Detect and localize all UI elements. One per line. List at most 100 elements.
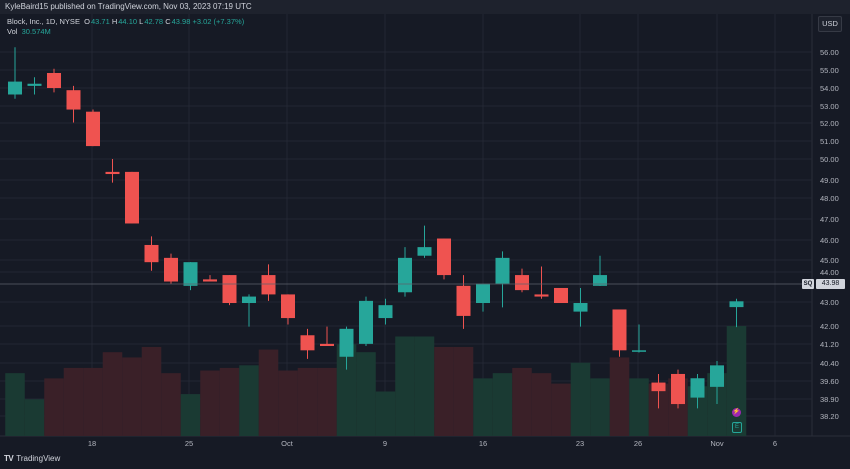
candle-body bbox=[651, 382, 666, 392]
candle-body bbox=[690, 378, 705, 398]
candle-body bbox=[495, 257, 510, 284]
price-tick-label: 46.00 bbox=[820, 236, 839, 245]
volume-bar bbox=[590, 378, 610, 436]
price-tick-label: 44.00 bbox=[820, 268, 839, 277]
volume-bar bbox=[570, 362, 591, 436]
volume-bar bbox=[180, 394, 201, 436]
lightning-icon[interactable]: ⚡ bbox=[732, 408, 741, 417]
volume-bar bbox=[141, 346, 162, 436]
price-tick-label: 41.20 bbox=[820, 340, 839, 349]
volume-bar bbox=[336, 344, 357, 436]
candle-body bbox=[456, 285, 471, 316]
price-tick-label: 39.60 bbox=[820, 377, 839, 386]
time-tick-label: 9 bbox=[383, 439, 387, 448]
candle-body bbox=[515, 275, 529, 291]
legend-symbol[interactable]: Block, Inc., 1D, NYSE bbox=[7, 17, 80, 26]
volume-bar bbox=[414, 336, 435, 436]
price-tick-label: 54.00 bbox=[820, 84, 839, 93]
symbol-badge: SQ bbox=[802, 279, 814, 289]
volume-bar bbox=[317, 367, 337, 436]
currency-button[interactable]: USD bbox=[818, 16, 842, 32]
legend-vol-value: 30.574M bbox=[21, 27, 51, 36]
volume-bar bbox=[453, 346, 474, 436]
time-tick-label: 25 bbox=[185, 439, 193, 448]
volume-bar bbox=[492, 373, 513, 436]
price-tick-label: 53.00 bbox=[820, 102, 839, 111]
time-tick-label: 6 bbox=[773, 439, 777, 448]
legend-volume-row: Vol 30.574M bbox=[7, 27, 244, 37]
volume-bar bbox=[239, 365, 259, 436]
price-tick-label: 38.20 bbox=[820, 412, 839, 421]
legend-change: +3.02 (+7.37%) bbox=[192, 17, 245, 26]
volume-bar bbox=[83, 367, 103, 436]
price-tick-label: 47.00 bbox=[820, 215, 839, 224]
candle-body bbox=[710, 365, 724, 387]
time-tick-label: Nov bbox=[710, 439, 724, 448]
volume-bar bbox=[44, 378, 64, 436]
volume-bar bbox=[609, 357, 630, 436]
legend-low: 42.78 bbox=[144, 17, 164, 26]
legend-vol-label: Vol bbox=[7, 27, 18, 36]
candle-body bbox=[183, 262, 198, 286]
candle-body bbox=[281, 294, 295, 319]
volume-bar bbox=[24, 399, 45, 436]
volume-bar bbox=[5, 373, 25, 436]
volume-bar bbox=[356, 352, 376, 436]
volume-bar bbox=[63, 367, 84, 436]
candle-body bbox=[8, 81, 22, 95]
volume-bar bbox=[200, 370, 220, 436]
legend-open-label: O bbox=[84, 17, 90, 26]
candle-body bbox=[554, 287, 568, 304]
candle-body bbox=[573, 303, 588, 312]
volume-bar bbox=[512, 367, 532, 436]
earnings-e-icon[interactable]: E bbox=[732, 422, 742, 433]
price-tick-label: 55.00 bbox=[820, 66, 839, 75]
candle-body bbox=[105, 171, 120, 175]
candle-body bbox=[86, 111, 100, 147]
time-tick-label: 16 bbox=[479, 439, 487, 448]
price-tick-label: 52.00 bbox=[820, 119, 839, 128]
candle-body bbox=[476, 283, 490, 304]
candle-body bbox=[300, 335, 315, 351]
tradingview-logo-icon: TV bbox=[4, 454, 14, 463]
legend-ohlc-row: Block, Inc., 1D, NYSE O43.71 H44.10 L42.… bbox=[7, 17, 244, 27]
candle-body bbox=[125, 171, 139, 224]
price-tick-label: 43.00 bbox=[820, 298, 839, 307]
volume-bar bbox=[102, 352, 123, 436]
price-axis-bg bbox=[812, 14, 850, 436]
volume-bar bbox=[258, 349, 279, 436]
price-tick-label: 49.00 bbox=[820, 176, 839, 185]
legend-high-label: H bbox=[111, 17, 118, 26]
price-tick-label: 51.00 bbox=[820, 137, 839, 146]
candle-body bbox=[261, 275, 276, 295]
tradingview-brand: TradingView bbox=[16, 454, 61, 463]
tradingview-footer[interactable]: TV TradingView bbox=[4, 454, 60, 463]
candle-body bbox=[398, 257, 412, 293]
publisher-bar: KyleBaird15 published on TradingView.com… bbox=[0, 0, 850, 14]
volume-bar bbox=[629, 378, 649, 436]
volume-bar bbox=[375, 391, 396, 436]
volume-bar bbox=[161, 373, 181, 436]
publisher-text: KyleBaird15 published on TradingView.com… bbox=[5, 2, 252, 11]
legend-close: 43.98 bbox=[171, 17, 191, 26]
volume-bar bbox=[473, 378, 493, 436]
price-tick-label: 48.00 bbox=[820, 194, 839, 203]
volume-bar bbox=[219, 367, 240, 436]
volume-bar bbox=[648, 383, 669, 436]
time-tick-label: 18 bbox=[88, 439, 96, 448]
volume-bar bbox=[687, 386, 708, 436]
candle-body bbox=[632, 350, 646, 352]
legend-close-label: C bbox=[165, 17, 171, 26]
candle-body bbox=[164, 257, 178, 282]
volume-bar bbox=[297, 367, 318, 436]
candle-body bbox=[27, 83, 42, 86]
candle-body bbox=[66, 90, 81, 110]
volume-bar bbox=[434, 346, 454, 436]
candle-body bbox=[612, 309, 627, 351]
candle-body bbox=[320, 343, 334, 347]
time-tick-label: 23 bbox=[576, 439, 584, 448]
price-tick-label: 42.00 bbox=[820, 322, 839, 331]
price-tick-label: 50.00 bbox=[820, 155, 839, 164]
candle-body bbox=[417, 247, 432, 256]
